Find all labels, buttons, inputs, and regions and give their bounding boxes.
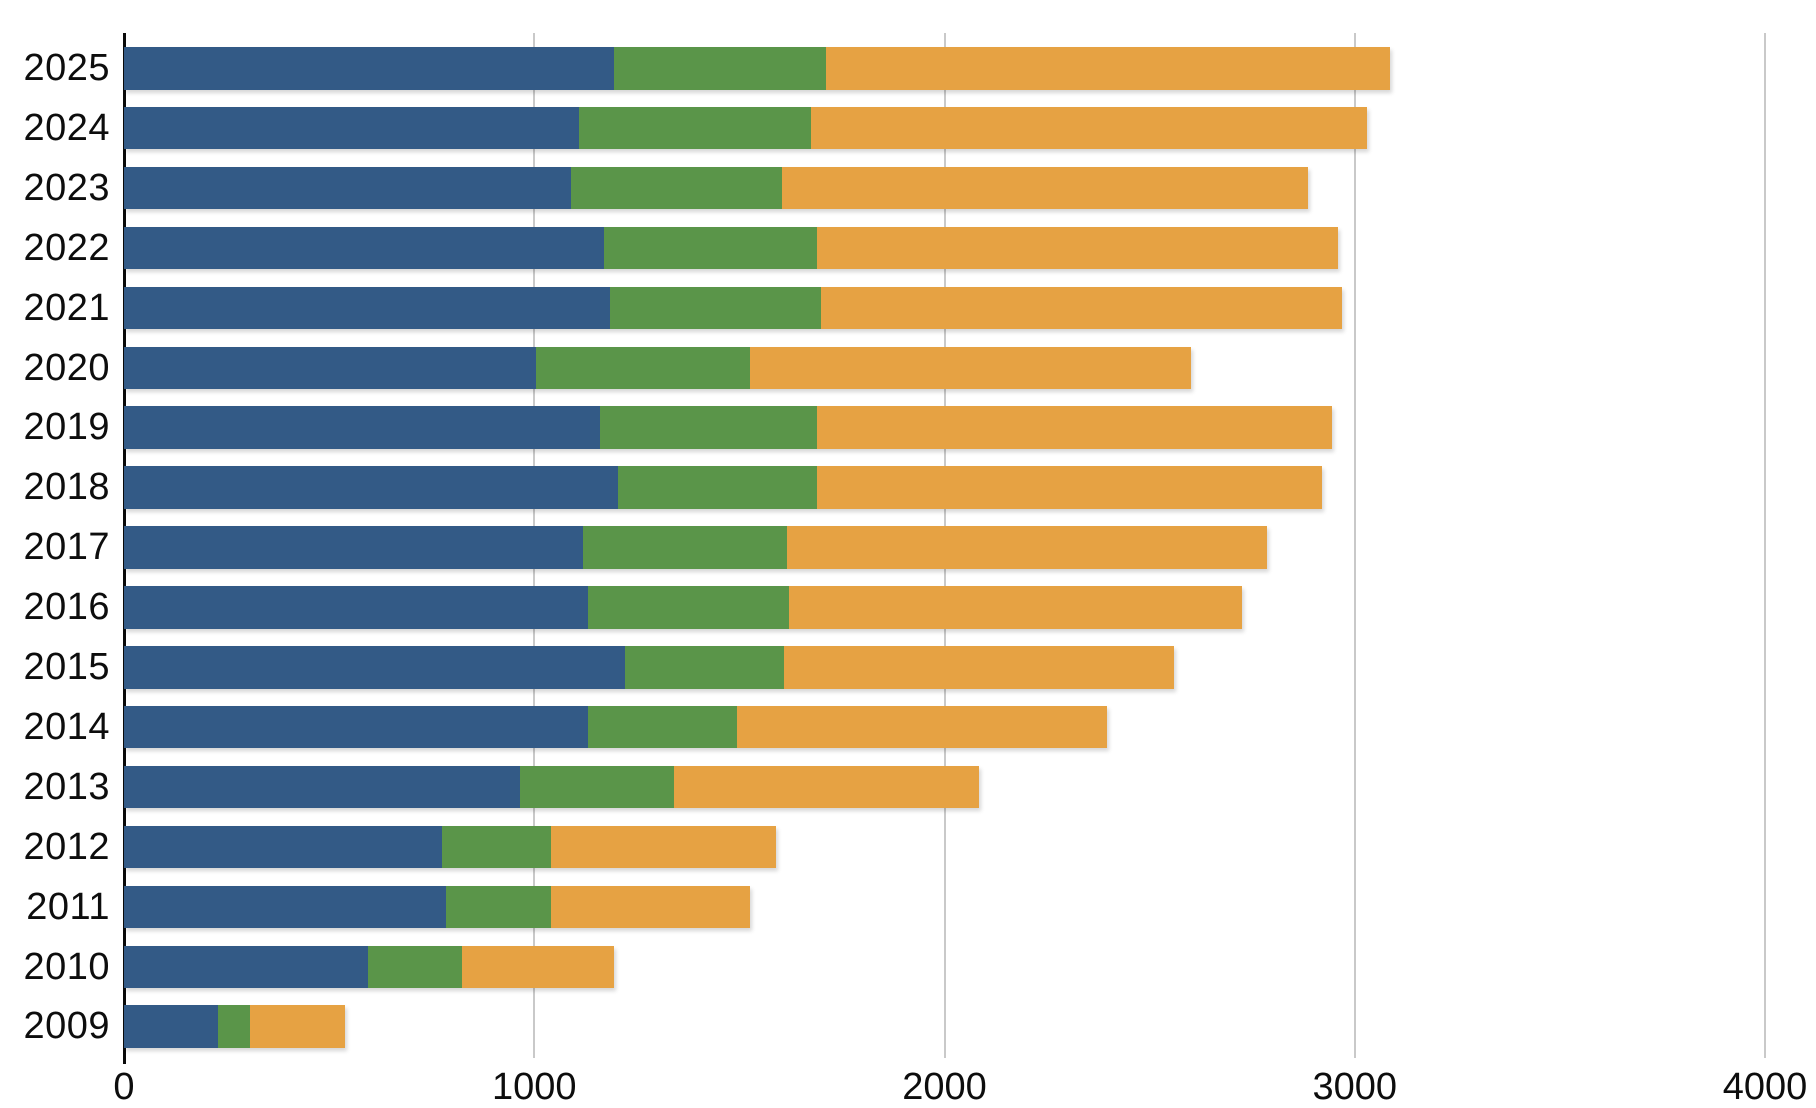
y-axis-label-2010: 2010 <box>23 945 110 988</box>
y-axis-label-2012: 2012 <box>23 825 110 868</box>
bar-row-2020 <box>124 346 1191 389</box>
bar-segment-orange-2014 <box>737 705 1107 749</box>
bar-row-2015 <box>124 646 1175 689</box>
bar-segment-blue-2015 <box>124 646 625 689</box>
bar-row-2023 <box>124 166 1308 210</box>
y-axis-label-2023: 2023 <box>23 166 110 209</box>
bar-segment-green-2015 <box>624 646 785 689</box>
y-axis-label-2014: 2014 <box>23 705 110 748</box>
y-axis-label-2011: 2011 <box>26 885 110 928</box>
bar-row-2014 <box>124 705 1107 749</box>
bar-segment-blue-2019 <box>124 406 600 449</box>
bar-segment-blue-2014 <box>124 705 588 749</box>
bar-row-2011 <box>124 885 750 929</box>
bar-segment-blue-2012 <box>124 825 442 869</box>
bar-segment-blue-2013 <box>124 765 520 809</box>
bar-segment-green-2012 <box>441 825 551 869</box>
bar-segment-blue-2017 <box>124 526 584 569</box>
bar-segment-green-2013 <box>519 765 674 809</box>
bar-segment-blue-2010 <box>124 945 369 988</box>
bar-segment-orange-2011 <box>550 885 750 929</box>
bar-row-2012 <box>124 825 777 869</box>
bar-segment-green-2020 <box>536 346 750 389</box>
bar-segment-green-2011 <box>446 885 551 929</box>
bar-segment-green-2022 <box>603 226 818 270</box>
y-axis-label-2022: 2022 <box>23 226 110 269</box>
bar-row-2016 <box>124 586 1242 629</box>
bar-segment-blue-2023 <box>124 166 572 210</box>
bar-segment-green-2017 <box>583 526 787 569</box>
bar-segment-green-2023 <box>571 166 783 210</box>
gridline-x3000 <box>1353 33 1356 1058</box>
bar-segment-blue-2020 <box>124 346 537 389</box>
y-axis-label-2015: 2015 <box>23 646 110 688</box>
x-axis-tick-label-3000: 3000 <box>1312 1066 1398 1108</box>
bar-segment-orange-2013 <box>673 765 980 809</box>
y-axis-label-2025: 2025 <box>23 47 110 89</box>
bar-row-2018 <box>124 466 1322 509</box>
gridline-x4000 <box>1764 33 1766 1058</box>
bar-segment-blue-2024 <box>124 106 580 150</box>
bar-segment-orange-2009 <box>250 1005 345 1048</box>
bar-row-2017 <box>124 526 1267 569</box>
y-axis-label-2017: 2017 <box>23 526 110 569</box>
bar-segment-orange-2015 <box>784 646 1175 689</box>
x-axis-tick-label-2000: 2000 <box>902 1066 987 1108</box>
bar-segment-blue-2016 <box>124 586 588 629</box>
x-axis-tick-label-1000: 1000 <box>491 1066 577 1108</box>
bar-segment-orange-2019 <box>817 406 1333 449</box>
bar-segment-green-2025 <box>614 47 826 90</box>
bar-segment-orange-2021 <box>821 286 1343 330</box>
bar-segment-orange-2024 <box>811 106 1368 150</box>
bar-segment-orange-2018 <box>817 466 1322 509</box>
bar-segment-blue-2009 <box>124 1005 219 1048</box>
bar-segment-orange-2022 <box>817 226 1339 270</box>
bar-segment-green-2021 <box>610 286 822 330</box>
bar-segment-green-2019 <box>599 406 818 449</box>
bar-segment-green-2014 <box>587 705 738 749</box>
x-axis-tick-label-0: 0 <box>113 1066 135 1108</box>
bar-row-2019 <box>124 406 1333 449</box>
bar-segment-green-2010 <box>368 945 463 988</box>
bar-row-2022 <box>124 226 1339 270</box>
bar-segment-green-2024 <box>579 106 812 150</box>
bar-segment-orange-2010 <box>462 945 615 988</box>
y-axis-label-2021: 2021 <box>23 286 110 329</box>
bar-segment-blue-2021 <box>124 286 611 330</box>
bar-segment-orange-2023 <box>782 166 1308 210</box>
bar-segment-green-2018 <box>618 466 818 509</box>
bar-segment-green-2016 <box>587 586 789 629</box>
y-axis-label-2013: 2013 <box>23 765 110 808</box>
bar-segment-orange-2017 <box>786 526 1267 569</box>
x-axis-tick-label-4000: 4000 <box>1722 1066 1808 1108</box>
bar-segment-green-2009 <box>218 1005 251 1048</box>
bar-row-2009 <box>124 1005 345 1048</box>
y-axis-label-2009: 2009 <box>23 1005 110 1048</box>
bar-row-2010 <box>124 945 615 988</box>
bar-segment-blue-2011 <box>124 885 447 929</box>
y-axis-label-2024: 2024 <box>23 106 110 149</box>
bar-segment-orange-2012 <box>550 825 777 869</box>
bar-row-2025 <box>124 47 1390 90</box>
y-axis-label-2018: 2018 <box>23 466 110 509</box>
y-axis-label-2016: 2016 <box>23 586 110 629</box>
y-axis-label-2020: 2020 <box>23 346 110 389</box>
bar-segment-blue-2025 <box>124 47 615 90</box>
bar-segment-blue-2022 <box>124 226 604 270</box>
bar-segment-orange-2025 <box>825 47 1390 90</box>
bar-row-2021 <box>124 286 1343 330</box>
bar-segment-orange-2016 <box>788 586 1242 629</box>
bar-segment-blue-2018 <box>124 466 619 509</box>
bar-row-2024 <box>124 106 1368 150</box>
y-axis-label-2019: 2019 <box>23 406 110 449</box>
bar-row-2013 <box>124 765 980 809</box>
bar-segment-orange-2020 <box>749 346 1191 389</box>
